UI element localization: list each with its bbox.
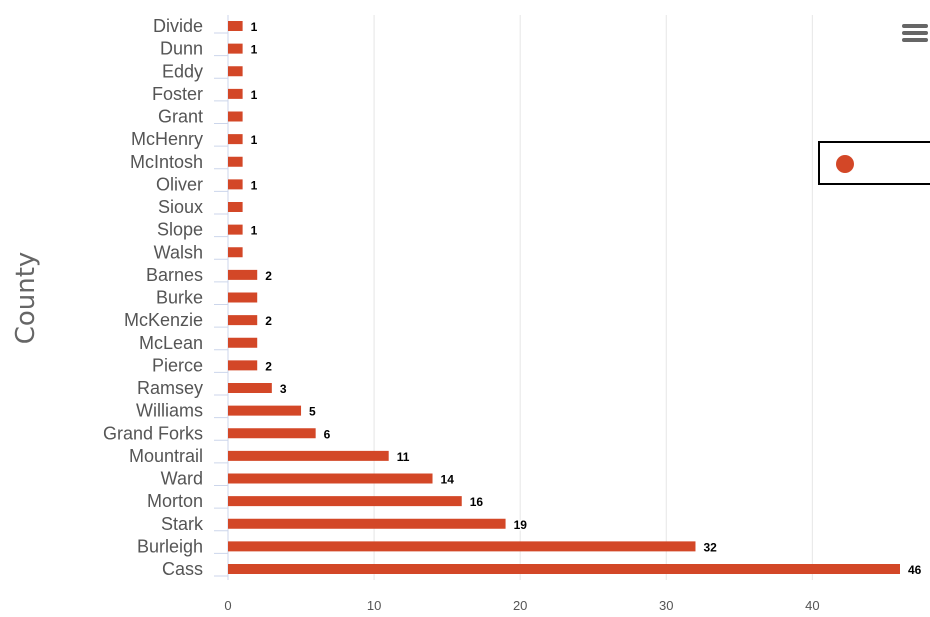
category-label: Ramsey (137, 378, 203, 398)
bar[interactable] (228, 473, 433, 484)
bar[interactable] (228, 111, 243, 122)
bar[interactable] (228, 518, 506, 529)
data-label: 3 (280, 382, 287, 396)
bar[interactable] (228, 43, 243, 54)
category-label: Grand Forks (103, 423, 203, 443)
category-label: Williams (136, 401, 203, 421)
data-label: 1 (251, 133, 258, 147)
bar[interactable] (228, 21, 243, 31)
category-label: Mountrail (129, 446, 203, 466)
data-label: 5 (309, 405, 316, 419)
x-tick-label: 10 (367, 598, 381, 613)
category-label: Dunn (160, 39, 203, 59)
bar[interactable] (228, 405, 302, 416)
category-label: Eddy (162, 61, 203, 81)
data-label: 2 (265, 314, 272, 328)
bar[interactable] (228, 88, 243, 99)
grid-lines (373, 15, 813, 580)
category-label: Grant (158, 107, 203, 127)
data-label: 46 (908, 563, 922, 577)
legend-marker[interactable] (836, 155, 854, 173)
category-label: Morton (147, 491, 203, 511)
category-label: McHenry (131, 129, 203, 149)
data-label: 6 (324, 427, 331, 441)
data-label: 14 (441, 473, 455, 487)
data-label: 2 (265, 359, 272, 373)
category-label: Pierce (152, 355, 203, 375)
bar[interactable] (228, 564, 900, 574)
category-label: Walsh (154, 242, 203, 262)
category-label: Foster (152, 84, 203, 104)
y-axis-title: County (11, 252, 41, 345)
x-axis-tick-labels: 0 10 20 30 40 (224, 598, 819, 613)
x-tick-label: 30 (659, 598, 673, 613)
data-label: 11 (397, 450, 410, 464)
bar[interactable] (228, 450, 389, 461)
data-label: 1 (251, 20, 258, 34)
category-label: McIntosh (130, 152, 203, 172)
data-label: 1 (251, 88, 258, 102)
category-label: Ward (161, 469, 203, 489)
data-label: 2 (265, 269, 272, 283)
bar[interactable] (228, 134, 243, 145)
data-label: 16 (470, 495, 484, 509)
bar[interactable] (228, 224, 243, 235)
bar[interactable] (228, 315, 258, 326)
category-label: Divide (153, 16, 203, 36)
category-label: Sioux (158, 197, 203, 217)
category-label: Burke (156, 288, 203, 308)
bar[interactable] (228, 337, 258, 348)
bar[interactable] (228, 156, 243, 167)
bar[interactable] (228, 66, 243, 77)
x-tick-label: 0 (224, 598, 231, 613)
bar[interactable] (228, 496, 462, 507)
bar[interactable] (228, 292, 258, 303)
category-label: Oliver (156, 174, 203, 194)
bar[interactable] (228, 541, 696, 552)
bar[interactable] (228, 383, 272, 393)
data-label: 32 (703, 540, 717, 554)
hamburger-menu-icon[interactable] (902, 24, 928, 46)
data-label: 1 (251, 43, 258, 57)
bar[interactable] (228, 428, 316, 439)
category-label: Barnes (146, 265, 203, 285)
bar[interactable] (228, 179, 243, 190)
bar-series (228, 21, 900, 574)
category-label: Cass (162, 559, 203, 579)
data-label: 19 (514, 518, 528, 532)
x-tick-label: 40 (805, 598, 819, 613)
category-label: McLean (139, 333, 203, 353)
bar[interactable] (228, 202, 243, 212)
category-label: Burleigh (137, 536, 203, 556)
data-label: 1 (251, 224, 258, 238)
x-tick-label: 20 (513, 598, 527, 613)
category-label: Stark (161, 514, 204, 534)
data-label: 1 (251, 178, 258, 192)
bar[interactable] (228, 360, 258, 371)
legend (818, 141, 930, 185)
category-label: McKenzie (124, 310, 203, 330)
category-label: Slope (157, 220, 203, 240)
bar[interactable] (228, 269, 258, 280)
bar[interactable] (228, 247, 243, 258)
